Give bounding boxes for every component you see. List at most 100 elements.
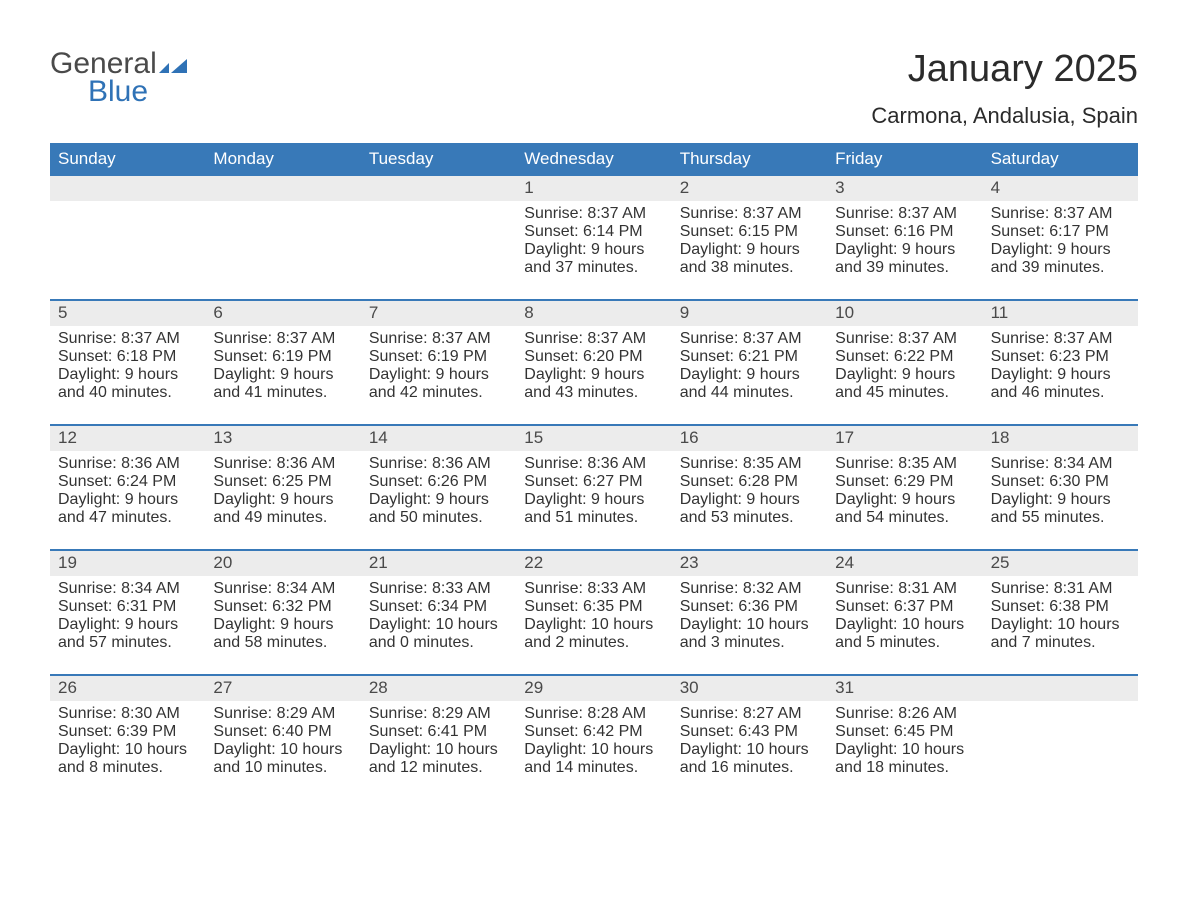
daylight-text: Daylight: 9 hours: [369, 491, 508, 509]
daylight-text: and 41 minutes.: [213, 384, 352, 402]
day-cell: Sunrise: 8:37 AMSunset: 6:15 PMDaylight:…: [672, 201, 827, 299]
sunrise-text: Sunrise: 8:36 AM: [213, 455, 352, 473]
sunset-text: Sunset: 6:24 PM: [58, 473, 197, 491]
daylight-text: Daylight: 9 hours: [58, 366, 197, 384]
day-info: Sunrise: 8:35 AMSunset: 6:28 PMDaylight:…: [680, 455, 819, 527]
sunset-text: Sunset: 6:41 PM: [369, 723, 508, 741]
date-number: 30: [672, 676, 827, 701]
day-cell: Sunrise: 8:36 AMSunset: 6:25 PMDaylight:…: [205, 451, 360, 549]
day-info: Sunrise: 8:37 AMSunset: 6:21 PMDaylight:…: [680, 330, 819, 402]
daylight-text: Daylight: 9 hours: [835, 491, 974, 509]
sunrise-text: Sunrise: 8:29 AM: [369, 705, 508, 723]
date-number: 27: [205, 676, 360, 701]
day-info: Sunrise: 8:36 AMSunset: 6:27 PMDaylight:…: [524, 455, 663, 527]
daylight-text: and 51 minutes.: [524, 509, 663, 527]
day-header: Sunday: [50, 143, 205, 176]
flag-icon: [159, 54, 187, 74]
sunrise-text: Sunrise: 8:37 AM: [524, 330, 663, 348]
daylight-text: and 2 minutes.: [524, 634, 663, 652]
sunrise-text: Sunrise: 8:30 AM: [58, 705, 197, 723]
sunrise-text: Sunrise: 8:34 AM: [213, 580, 352, 598]
day-info: Sunrise: 8:29 AMSunset: 6:41 PMDaylight:…: [369, 705, 508, 777]
day-info: Sunrise: 8:32 AMSunset: 6:36 PMDaylight:…: [680, 580, 819, 652]
date-number: 28: [361, 676, 516, 701]
daylight-text: Daylight: 10 hours: [524, 616, 663, 634]
sunrise-text: Sunrise: 8:35 AM: [680, 455, 819, 473]
day-cell: Sunrise: 8:26 AMSunset: 6:45 PMDaylight:…: [827, 701, 982, 799]
day-info: Sunrise: 8:33 AMSunset: 6:35 PMDaylight:…: [524, 580, 663, 652]
day-cell: [983, 701, 1138, 799]
date-number: [205, 176, 360, 201]
daylight-text: and 10 minutes.: [213, 759, 352, 777]
sunset-text: Sunset: 6:30 PM: [991, 473, 1130, 491]
daylight-text: and 39 minutes.: [991, 259, 1130, 277]
sunrise-text: Sunrise: 8:37 AM: [213, 330, 352, 348]
date-number: 8: [516, 301, 671, 326]
sunset-text: Sunset: 6:29 PM: [835, 473, 974, 491]
date-number: 24: [827, 551, 982, 576]
week-row: Sunrise: 8:36 AM Sunset: 6:24 PM Daylight:…: [50, 451, 1138, 549]
daylight-text: and 37 minutes.: [524, 259, 663, 277]
daylight-text: and 53 minutes.: [680, 509, 819, 527]
day-cell: Sunrise: 8:31 AMSunset: 6:37 PMDaylight:…: [827, 576, 982, 674]
day-info: Sunrise: 8:36 AMSunset: 6:26 PMDaylight:…: [369, 455, 508, 527]
daylight-text: and 40 minutes.: [58, 384, 197, 402]
daylight-text: Daylight: 9 hours: [991, 366, 1130, 384]
daylight-text: and 39 minutes.: [835, 259, 974, 277]
date-number: 10: [827, 301, 982, 326]
sunrise-text: Sunrise: 8:27 AM: [680, 705, 819, 723]
sunrise-text: Sunrise: 8:34 AM: [58, 580, 197, 598]
daylight-text: Daylight: 9 hours: [524, 491, 663, 509]
day-info: Sunrise: 8:37 AMSunset: 6:14 PMDaylight:…: [524, 205, 663, 277]
day-info: Sunrise: 8:37 AMSunset: 6:18 PMDaylight:…: [58, 330, 197, 402]
date-number: 26: [50, 676, 205, 701]
date-number: 1: [516, 176, 671, 201]
date-number: 14: [361, 426, 516, 451]
sunrise-text: Sunrise: 8:37 AM: [835, 205, 974, 223]
day-info: Sunrise: 8:37 AMSunset: 6:19 PMDaylight:…: [369, 330, 508, 402]
day-cell: Sunrise: 8:28 AMSunset: 6:42 PMDaylight:…: [516, 701, 671, 799]
day-info: Sunrise: 8:37 AMSunset: 6:16 PMDaylight:…: [835, 205, 974, 277]
date-number: 5: [50, 301, 205, 326]
date-number: 29: [516, 676, 671, 701]
sunset-text: Sunset: 6:34 PM: [369, 598, 508, 616]
daylight-text: Daylight: 9 hours: [213, 366, 352, 384]
day-info: Sunrise: 8:31 AMSunset: 6:38 PMDaylight:…: [991, 580, 1130, 652]
day-info: Sunrise: 8:37 AMSunset: 6:22 PMDaylight:…: [835, 330, 974, 402]
day-info: Sunrise: 8:28 AMSunset: 6:42 PMDaylight:…: [524, 705, 663, 777]
sunrise-text: Sunrise: 8:37 AM: [680, 205, 819, 223]
week-date-bar: 262728293031: [50, 674, 1138, 701]
sunset-text: Sunset: 6:22 PM: [835, 348, 974, 366]
daylight-text: Daylight: 9 hours: [991, 241, 1130, 259]
day-header: Saturday: [983, 143, 1138, 176]
daylight-text: and 12 minutes.: [369, 759, 508, 777]
day-header: Tuesday: [361, 143, 516, 176]
daylight-text: and 5 minutes.: [835, 634, 974, 652]
day-cell: Sunrise: 8:37 AMSunset: 6:18 PMDaylight:…: [50, 326, 205, 424]
day-info: Sunrise: 8:30 AMSunset: 6:39 PMDaylight:…: [58, 705, 197, 777]
day-cell: Sunrise: 8:35 AMSunset: 6:28 PMDaylight:…: [672, 451, 827, 549]
sunset-text: Sunset: 6:21 PM: [680, 348, 819, 366]
sunset-text: Sunset: 6:26 PM: [369, 473, 508, 491]
day-header: Thursday: [672, 143, 827, 176]
day-info: Sunrise: 8:34 AMSunset: 6:30 PMDaylight:…: [991, 455, 1130, 527]
day-info: Sunrise: 8:34 AMSunset: 6:31 PMDaylight:…: [58, 580, 197, 652]
sunset-text: Sunset: 6:43 PM: [680, 723, 819, 741]
sunset-text: Sunset: 6:40 PM: [213, 723, 352, 741]
date-number: 16: [672, 426, 827, 451]
sunrise-text: Sunrise: 8:26 AM: [835, 705, 974, 723]
date-number: 17: [827, 426, 982, 451]
date-number: 3: [827, 176, 982, 201]
daylight-text: Daylight: 9 hours: [835, 366, 974, 384]
date-number: 4: [983, 176, 1138, 201]
daylight-text: Daylight: 10 hours: [213, 741, 352, 759]
daylight-text: and 16 minutes.: [680, 759, 819, 777]
day-cell: Sunrise: 8:35 AMSunset: 6:29 PMDaylight:…: [827, 451, 982, 549]
sunrise-text: Sunrise: 8:31 AM: [835, 580, 974, 598]
sunset-text: Sunset: 6:14 PM: [524, 223, 663, 241]
daylight-text: and 50 minutes.: [369, 509, 508, 527]
sunset-text: Sunset: 6:28 PM: [680, 473, 819, 491]
date-number: 23: [672, 551, 827, 576]
month-title: January 2025: [871, 48, 1138, 91]
daylight-text: Daylight: 10 hours: [369, 741, 508, 759]
